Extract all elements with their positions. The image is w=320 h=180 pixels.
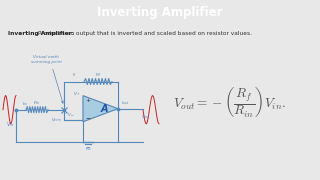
Text: A: A xyxy=(100,104,108,114)
Text: Inverting Amplifier:: Inverting Amplifier: xyxy=(8,31,74,36)
Text: $V_+$: $V_+$ xyxy=(73,91,81,98)
Text: Produces an output that is inverted and scaled based on resistor values.: Produces an output that is inverted and … xyxy=(36,31,252,36)
Text: Inverting Amplifier: Inverting Amplifier xyxy=(97,6,223,19)
Text: $-$: $-$ xyxy=(85,115,92,120)
Text: $I_{out}$: $I_{out}$ xyxy=(121,100,129,107)
Text: $V_{out} = -\left(\dfrac{R_f}{R_{in}}\right) V_{in}.$: $V_{out} = -\left(\dfrac{R_f}{R_{in}}\ri… xyxy=(173,85,286,119)
Text: $+$: $+$ xyxy=(85,96,92,104)
Text: $V_{in}$: $V_{in}$ xyxy=(6,120,14,129)
Text: $R_{in}$: $R_{in}$ xyxy=(33,99,41,107)
Text: $I_f$: $I_f$ xyxy=(72,71,76,79)
Text: Virtual earth
summing point: Virtual earth summing point xyxy=(31,55,61,64)
Polygon shape xyxy=(83,96,118,122)
Text: $R_s$: $R_s$ xyxy=(85,146,91,154)
Text: $R_f$: $R_f$ xyxy=(95,71,101,79)
Text: $V_{out}$: $V_{out}$ xyxy=(141,114,151,121)
Text: $V_-$: $V_-$ xyxy=(67,111,75,118)
Text: $V_{zero}$: $V_{zero}$ xyxy=(51,117,61,124)
Text: $I_{in}$: $I_{in}$ xyxy=(22,101,28,108)
